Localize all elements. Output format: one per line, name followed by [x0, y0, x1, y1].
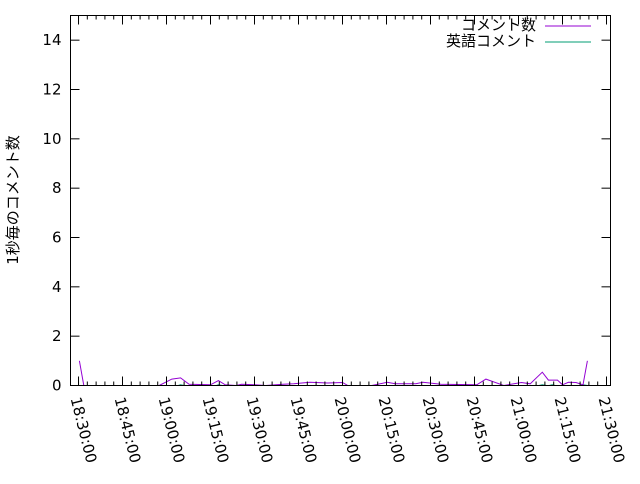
y-tick-label: 8: [52, 179, 62, 197]
legend: コメント数 英語コメント: [446, 16, 591, 50]
x-axis: 18:30:00 18:45:00 19:00:00 19:15:00 19:30:00…: [67, 15, 629, 465]
y-tick-label: 0: [52, 377, 62, 395]
x-tick-label: 20:45:00: [463, 395, 497, 465]
y-tick-label: 10: [42, 130, 61, 148]
y-axis: 0 2 4 6 8 10 12 14: [42, 31, 611, 395]
plot-border: [70, 15, 611, 386]
x-tick-label: 19:00:00: [155, 395, 189, 465]
x-tick-label: 20:15:00: [375, 395, 409, 465]
y-tick-label: 4: [52, 278, 62, 296]
x-tick-label: 20:30:00: [419, 395, 453, 465]
x-tick-label: 20:00:00: [331, 395, 365, 465]
x-tick-label: 18:30:00: [67, 395, 101, 465]
x-tick-label: 19:45:00: [287, 395, 321, 465]
x-tick-label: 18:45:00: [111, 395, 145, 465]
legend-label-0: コメント数: [461, 16, 536, 34]
legend-label-1: 英語コメント: [446, 32, 536, 50]
x-tick-label: 21:30:00: [595, 395, 629, 465]
y-tick-label: 14: [42, 31, 61, 49]
y-tick-label: 6: [52, 229, 62, 247]
x-tick-label: 21:00:00: [507, 395, 541, 465]
x-tick-label: 21:15:00: [551, 395, 585, 465]
y-tick-label: 12: [42, 81, 61, 99]
y-axis-label: 1秒毎のコメント数: [4, 135, 22, 265]
x-tick-label: 19:15:00: [199, 395, 233, 465]
y-tick-label: 2: [52, 327, 62, 345]
x-tick-label: 19:30:00: [243, 395, 277, 465]
